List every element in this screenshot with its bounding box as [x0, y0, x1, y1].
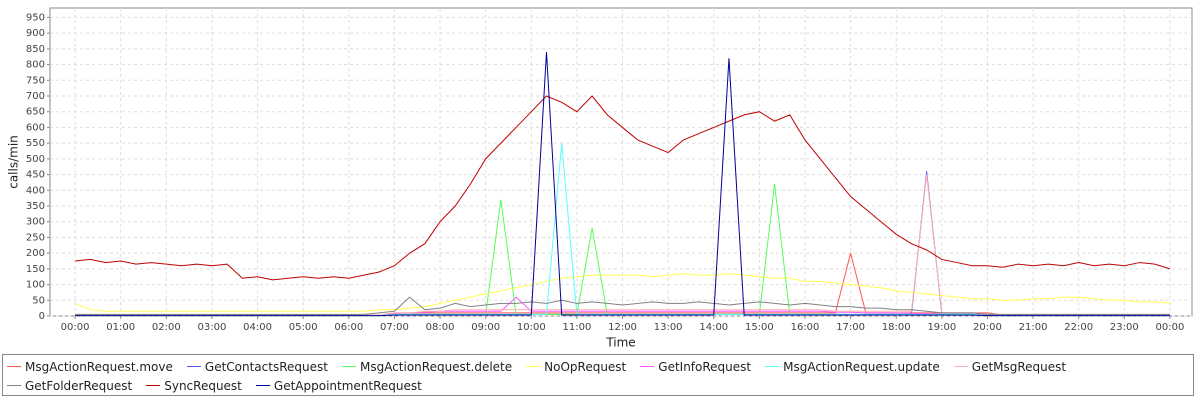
y-tick-label: 600: [26, 122, 45, 133]
legend-swatch: [341, 366, 356, 367]
y-tick-label: 300: [26, 217, 45, 228]
legend-item: MsgActionRequest.delete: [341, 357, 513, 376]
x-tick-label: 16:00: [791, 322, 820, 333]
y-tick-label: 150: [26, 264, 45, 275]
y-tick-label: 0: [39, 311, 45, 322]
y-tick-label: 450: [26, 170, 45, 181]
series-line: [75, 51, 1170, 317]
legend-label: GetInfoRequest: [658, 359, 752, 374]
series-line: [75, 95, 1171, 281]
y-tick-label: 850: [26, 44, 45, 55]
x-tick-label: 14:00: [699, 322, 728, 333]
x-tick-label: 06:00: [334, 322, 363, 333]
x-tick-label: 15:00: [745, 322, 774, 333]
x-tick-label: 12:00: [608, 322, 637, 333]
series-line: [74, 273, 1171, 312]
x-tick-label: 00:00: [61, 322, 90, 333]
y-tick-label: 700: [26, 91, 45, 102]
legend-item: GetInfoRequest: [640, 357, 751, 376]
legend-label: GetFolderRequest: [25, 378, 133, 393]
x-tick-label: 18:00: [882, 322, 911, 333]
chart: calls/min Time 0 50 100 150 200 250 300 350 400 4…: [7, 7, 1193, 350]
x-tick-label: 13:00: [654, 322, 683, 333]
legend-swatch: [7, 385, 21, 386]
y-tick-label: 350: [26, 201, 45, 212]
legend-item: SyncRequest: [146, 376, 242, 395]
legend-label: GetContactsRequest: [204, 359, 328, 374]
legend-swatch: [640, 366, 655, 367]
y-tick-label: 200: [26, 248, 45, 259]
legend-swatch: [146, 385, 161, 386]
plot-area: [49, 7, 1193, 317]
legend: MsgActionRequest.move GetContactsRequest M…: [2, 354, 1194, 396]
x-tick-label: 21:00: [1019, 322, 1048, 333]
y-tick-label: 900: [26, 28, 45, 39]
legend-label: NoOpRequest: [544, 359, 627, 374]
x-tick-label: 10:00: [517, 322, 546, 333]
y-tick-label: 550: [26, 138, 45, 149]
series-line: [75, 296, 1170, 315]
y-tick-label: 100: [26, 280, 45, 291]
legend-item: GetAppointmentRequest: [255, 376, 422, 395]
x-tick-label: 00:00: [1156, 322, 1185, 333]
legend-item: GetContactsRequest: [186, 357, 328, 376]
legend-swatch: [765, 366, 780, 367]
y-tick-label: 400: [26, 185, 45, 196]
legend-label: MsgActionRequest.move: [25, 359, 173, 374]
x-tick-label: 05:00: [289, 322, 318, 333]
x-tick-label: 01:00: [106, 322, 135, 333]
legend-label: GetAppointmentRequest: [273, 378, 422, 393]
legend-label: MsgActionRequest.delete: [359, 359, 513, 374]
x-tick-label: 11:00: [562, 322, 591, 333]
legend-label: MsgActionRequest.update: [783, 359, 940, 374]
x-axis-label: Time: [605, 336, 635, 350]
x-tick-label: 22:00: [1064, 322, 1093, 333]
y-tick-label: 250: [26, 232, 45, 243]
legend-item: MsgActionRequest.update: [765, 357, 940, 376]
y-tick-label: 500: [26, 154, 45, 165]
x-tick-label: 02:00: [152, 322, 181, 333]
legend-item: GetFolderRequest: [7, 376, 132, 395]
x-tick-label: 03:00: [198, 322, 227, 333]
y-tick-label: 650: [26, 107, 45, 118]
legend-item: MsgActionRequest.move: [7, 357, 173, 376]
x-tick-label: 19:00: [927, 322, 956, 333]
x-tick-label: 17:00: [836, 322, 865, 333]
legend-swatch: [255, 385, 270, 386]
y-tick-label: 800: [26, 60, 45, 71]
y-axis-label: calls/min: [7, 135, 21, 189]
y-tick-label: 950: [26, 12, 45, 23]
legend-swatch: [186, 366, 201, 367]
legend-label: SyncRequest: [164, 378, 242, 393]
x-tick-label: 20:00: [973, 322, 1002, 333]
legend-swatch: [953, 366, 968, 367]
y-tick-label: 50: [32, 295, 45, 306]
legend-item: GetMsgRequest: [953, 357, 1067, 376]
legend-swatch: [526, 366, 541, 367]
x-tick-label: 07:00: [380, 322, 409, 333]
x-tick-label: 08:00: [426, 322, 455, 333]
x-tick-label: 09:00: [471, 322, 500, 333]
legend-item: NoOpRequest: [526, 357, 626, 376]
y-tick-label: 750: [26, 75, 45, 86]
x-tick-label: 23:00: [1110, 322, 1139, 333]
x-tick-label: 04:00: [243, 322, 272, 333]
legend-swatch: [7, 366, 21, 367]
legend-label: GetMsgRequest: [971, 359, 1067, 374]
